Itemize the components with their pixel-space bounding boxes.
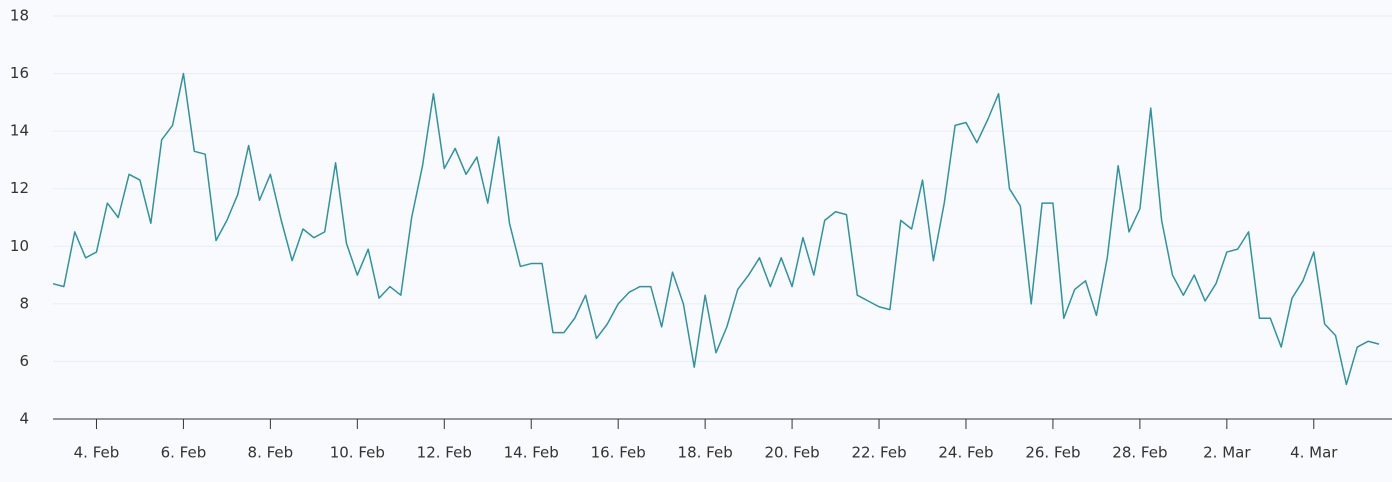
y-tick-label: 8 [19, 294, 29, 312]
x-tick-label: 4. Feb [74, 444, 120, 462]
data-line [52, 72, 1380, 386]
x-tick-label: 4. Mar [1290, 444, 1338, 462]
x-tick-label: 10. Feb [330, 444, 385, 462]
y-tick-label: 12 [10, 179, 29, 197]
x-tick-label: 14. Feb [504, 444, 559, 462]
y-tick-label: 4 [19, 410, 29, 428]
x-tick-label: 24. Feb [938, 444, 993, 462]
y-tick-label: 14 [10, 122, 29, 140]
x-tick-label: 28. Feb [1112, 444, 1167, 462]
y-tick-label: 6 [19, 352, 29, 370]
y-tick-label: 18 [10, 7, 29, 25]
x-tick-label: 20. Feb [764, 444, 819, 462]
x-tick-label: 12. Feb [417, 444, 472, 462]
x-tick-label: 18. Feb [678, 444, 733, 462]
x-tick-label: 22. Feb [851, 444, 906, 462]
x-tick-label: 2. Mar [1203, 444, 1251, 462]
y-tick-label: 16 [10, 64, 29, 82]
x-tick-label: 8. Feb [248, 444, 294, 462]
x-tick-label: 6. Feb [161, 444, 207, 462]
x-tick-label: 16. Feb [591, 444, 646, 462]
x-tick-label: 26. Feb [1025, 444, 1080, 462]
y-tick-label: 10 [10, 237, 29, 255]
